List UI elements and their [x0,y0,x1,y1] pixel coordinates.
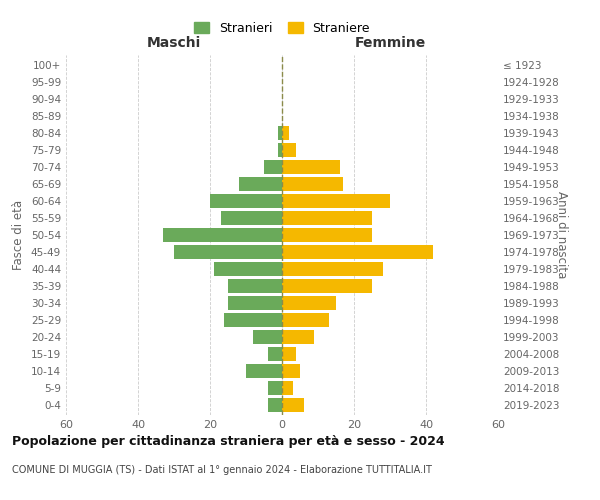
Bar [268,381,282,394]
Bar [282,211,372,225]
Bar [282,296,336,310]
Bar [282,262,383,276]
Bar [268,347,282,360]
Bar [282,330,314,344]
Bar [221,211,282,225]
Bar [163,228,282,242]
Bar [228,296,282,310]
Bar [228,279,282,292]
Text: COMUNE DI MUGGIA (TS) - Dati ISTAT al 1° gennaio 2024 - Elaborazione TUTTITALIA.: COMUNE DI MUGGIA (TS) - Dati ISTAT al 1°… [12,465,432,475]
Bar [282,194,390,208]
Text: Maschi: Maschi [147,36,201,50]
Bar [174,245,282,259]
Bar [282,313,329,326]
Bar [278,144,282,157]
Bar [282,245,433,259]
Bar [246,364,282,378]
Text: Femmine: Femmine [355,36,425,50]
Bar [282,279,372,292]
Bar [253,330,282,344]
Bar [239,178,282,191]
Bar [282,228,372,242]
Y-axis label: Fasce di età: Fasce di età [13,200,25,270]
Bar [264,160,282,174]
Bar [282,364,300,378]
Bar [268,398,282,411]
Legend: Stranieri, Straniere: Stranieri, Straniere [190,18,374,38]
Bar [282,178,343,191]
Bar [224,313,282,326]
Text: Popolazione per cittadinanza straniera per età e sesso - 2024: Popolazione per cittadinanza straniera p… [12,435,445,448]
Bar [214,262,282,276]
Y-axis label: Anni di nascita: Anni di nascita [555,192,568,278]
Bar [282,126,289,140]
Bar [282,381,293,394]
Bar [282,160,340,174]
Bar [282,398,304,411]
Bar [282,347,296,360]
Bar [278,126,282,140]
Bar [282,144,296,157]
Bar [210,194,282,208]
